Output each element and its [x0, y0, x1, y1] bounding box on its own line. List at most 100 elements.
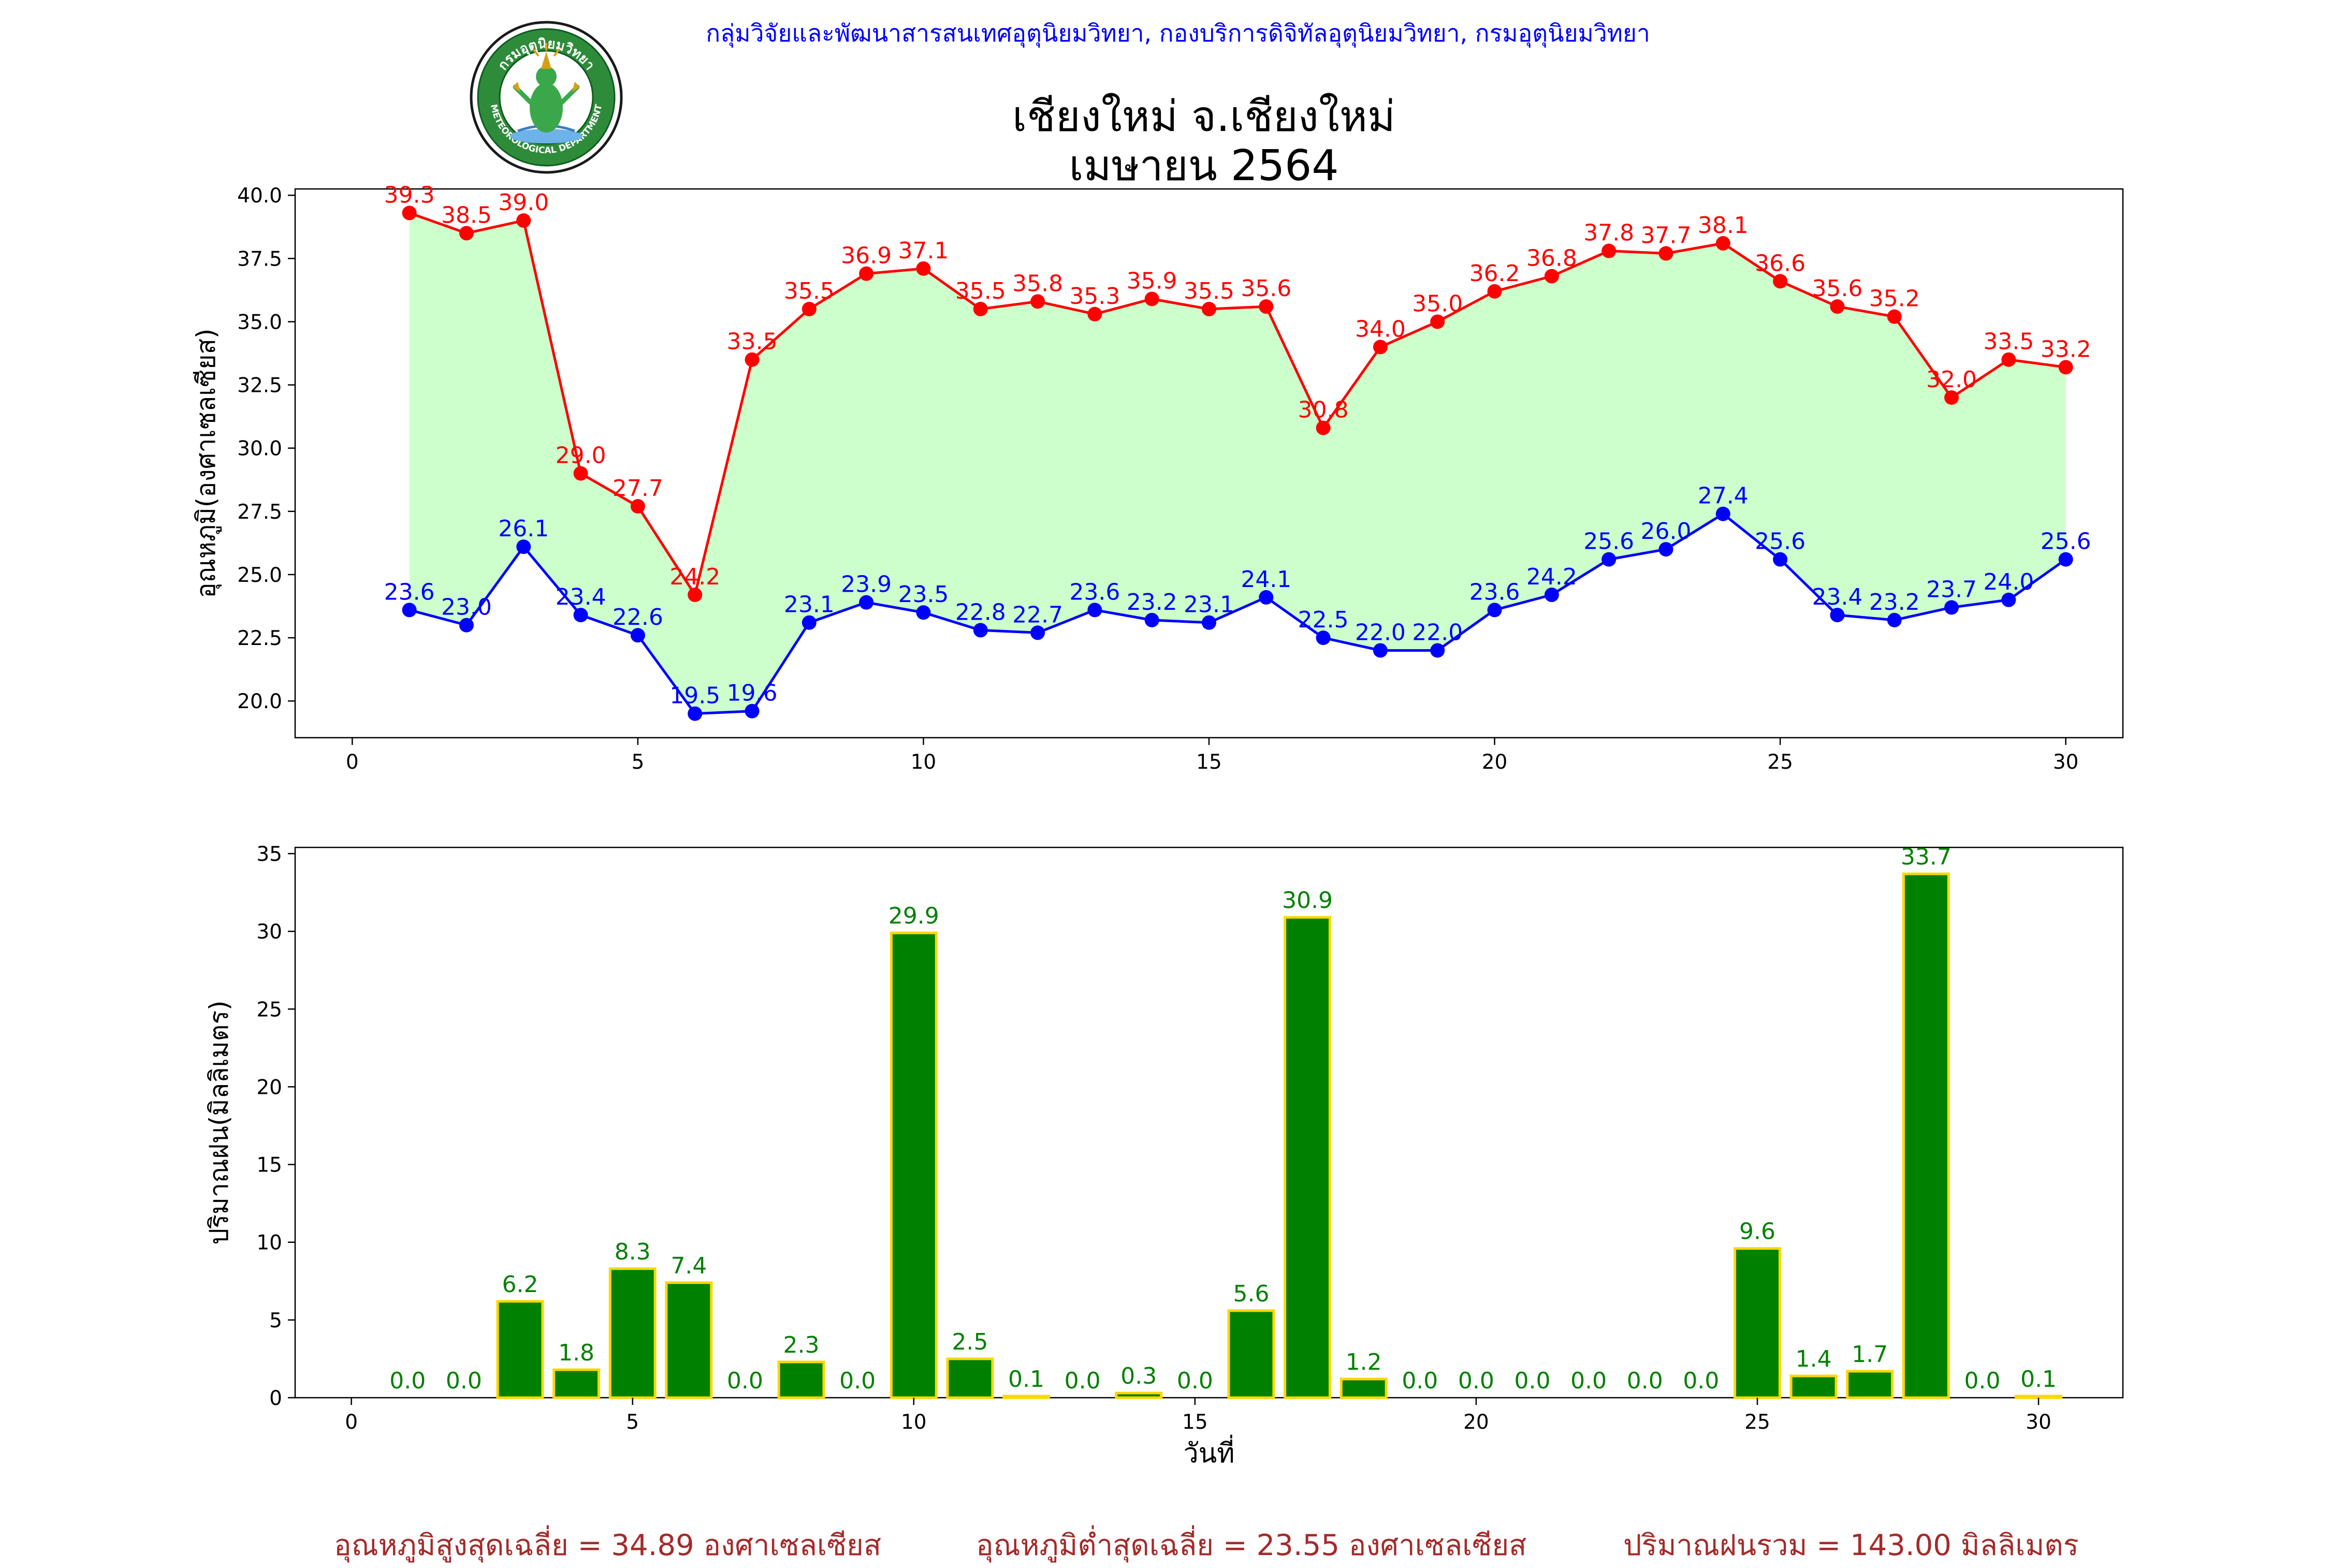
rainfall-label: 0.3: [1120, 1363, 1157, 1389]
min-temperature-point: [1030, 625, 1045, 640]
min-temperature-point: [1487, 603, 1502, 618]
max-temperature-point: [1830, 299, 1845, 314]
max-temperature-label: 36.9: [841, 243, 892, 269]
max-temperature-label: 33.5: [727, 329, 778, 355]
max-temperature-point: [459, 226, 474, 241]
min-temperature-label: 23.2: [1127, 589, 1177, 616]
rainfall-label: 0.0: [1177, 1368, 1213, 1394]
rainfall-label: 0.0: [1458, 1368, 1494, 1394]
max-temperature-point: [573, 466, 588, 481]
max-temperature-point: [802, 302, 817, 317]
max-temperature-point: [516, 213, 531, 228]
rainfall-label: 0.1: [2020, 1366, 2057, 1393]
rainfall-y-tick-label: 15: [256, 1154, 282, 1177]
min-temperature-point: [2058, 552, 2073, 567]
max-temperature-point: [973, 302, 988, 317]
temperature-y-axis-label: อุณหภูมิ(องศาเซลเซียส): [191, 328, 222, 598]
min-temperature-label: 23.6: [1469, 579, 1520, 605]
rainfall-bar: [496, 1300, 544, 1399]
min-temperature-point: [916, 605, 931, 620]
max-temperature-label: 35.5: [784, 278, 835, 304]
max-temperature-point: [2001, 352, 2016, 367]
max-temperature-label: 36.2: [1469, 260, 1520, 287]
rainfall-label: 0.0: [1683, 1368, 1719, 1394]
min-temperature-point: [859, 595, 874, 610]
max-temperature-label: 39.3: [384, 182, 435, 208]
max-temperature-point: [1373, 340, 1388, 355]
organization-header: กลุ่มวิจัยและพัฒนาสารสนเทศอุตุนิยมวิทยา,…: [706, 19, 1650, 47]
rainfall-y-tick-label: 5: [269, 1309, 282, 1332]
rainfall-label: 0.0: [1402, 1368, 1438, 1394]
max-temperature-point: [1144, 291, 1159, 306]
min-temperature-label: 25.6: [1755, 529, 1805, 555]
rainfall-bar: [1284, 916, 1332, 1399]
max-temperature-point: [1715, 236, 1730, 251]
temperature-chart: 39.338.5 39.029.027.724.233.535.536.9 37.1…: [191, 182, 2124, 774]
max-temperature-line: [409, 212, 2066, 598]
rainfall-label: 5.6: [1233, 1281, 1269, 1307]
rainfall-label: 1.8: [558, 1340, 594, 1366]
temperature-y-tick-label: 20.0: [237, 690, 282, 713]
rainfall-x-tick-label: 10: [901, 1411, 927, 1434]
min-temperature-point: [1887, 612, 1902, 627]
min-temperature-label: 23.9: [841, 571, 892, 598]
min-temperature-point: [745, 704, 760, 719]
rainfall-chart: 0.0 0.0 6.2 1.8 8.3 7.4 0.0 2.3 0.0 29.9 2.5 0.1 0.0…: [204, 843, 2124, 1469]
temperature-x-tick-label: 15: [1196, 751, 1222, 774]
max-temperature-label: 35.2: [1869, 286, 1920, 312]
rainfall-y-tick-label: 25: [256, 998, 282, 1021]
max-temperature-point: [2058, 360, 2073, 375]
min-temperature-point: [802, 615, 817, 630]
max-temperature-label: 35.6: [1812, 275, 1862, 302]
rainfall-label: 6.2: [502, 1271, 538, 1298]
average-max-temperature: อุณหภูมิสูงสุดเฉลี่ย = 34.89 องศาเซลเซีย…: [334, 1529, 882, 1562]
min-temperature-point: [973, 623, 988, 638]
min-temperature-label: 23.4: [1812, 584, 1862, 610]
max-temperature-point: [1773, 274, 1788, 289]
max-temperature-label: 29.0: [556, 443, 606, 469]
max-temperature-label: 35.3: [1069, 283, 1120, 310]
max-temperature-label: 38.1: [1698, 212, 1749, 239]
max-temperature-label: 36.6: [1755, 250, 1805, 276]
rainfall-label: 2.5: [952, 1329, 988, 1355]
rainfall-y-tick-label: 35: [256, 843, 282, 866]
rainfall-label: 7.4: [671, 1253, 707, 1279]
temperature-y-tick-label: 22.5: [237, 627, 282, 650]
rainfall-label: 0.1: [1008, 1366, 1044, 1393]
min-temperature-point: [1430, 643, 1445, 658]
rainfall-label: 0.0: [1964, 1368, 2000, 1394]
min-temperature-point: [1144, 612, 1159, 627]
max-temperature-label: 35.5: [955, 278, 1006, 304]
rainfall-label: 1.2: [1346, 1349, 1382, 1375]
rainfall-x-tick-label: 15: [1182, 1411, 1208, 1434]
max-temperature-label: 24.2: [669, 564, 720, 590]
min-temperature-line: [409, 512, 2067, 715]
min-temperature-label: 25.6: [1583, 529, 1634, 555]
rainfall-label: 30.9: [1282, 887, 1333, 914]
min-temperature-point: [1715, 506, 1730, 521]
rainfall-y-tick-label: 10: [256, 1232, 282, 1255]
rainfall-x-tick-label: 20: [1463, 1411, 1489, 1434]
max-temperature-point: [1544, 269, 1559, 284]
max-temperature-point: [1030, 294, 1045, 309]
max-temperature-label: 35.5: [1184, 278, 1234, 304]
min-temperature-point: [1944, 600, 1959, 615]
min-temperature-label: 26.1: [498, 516, 549, 542]
min-temperature-label: 24.0: [1983, 569, 2034, 595]
min-temperature-label: 26.0: [1641, 518, 1692, 545]
average-min-temperature: อุณหภูมิต่ำสุดเฉลี่ย = 23.55 องศาเซลเซีย…: [976, 1529, 1527, 1562]
temperature-x-tick-label: 5: [631, 751, 644, 774]
min-temperature-label: 25.6: [2041, 529, 2091, 555]
min-temperature-point: [1658, 542, 1673, 557]
rainfall-y-axis-label: ปริมาณฝน(มิลลิเมตร): [204, 1000, 234, 1244]
max-temperature-label: 37.7: [1641, 223, 1692, 249]
max-temperature-label: 35.6: [1241, 275, 1291, 302]
min-temperature-point: [630, 628, 645, 643]
min-temperature-label: 27.4: [1698, 483, 1749, 509]
max-temperature-point: [402, 206, 417, 221]
min-temperature-point: [402, 603, 417, 618]
min-temperature-label: 22.5: [1298, 607, 1349, 633]
rainfall-bar: [777, 1360, 825, 1399]
max-temperature-label: 37.8: [1583, 220, 1634, 246]
min-temperature-label: 23.6: [1069, 579, 1120, 605]
